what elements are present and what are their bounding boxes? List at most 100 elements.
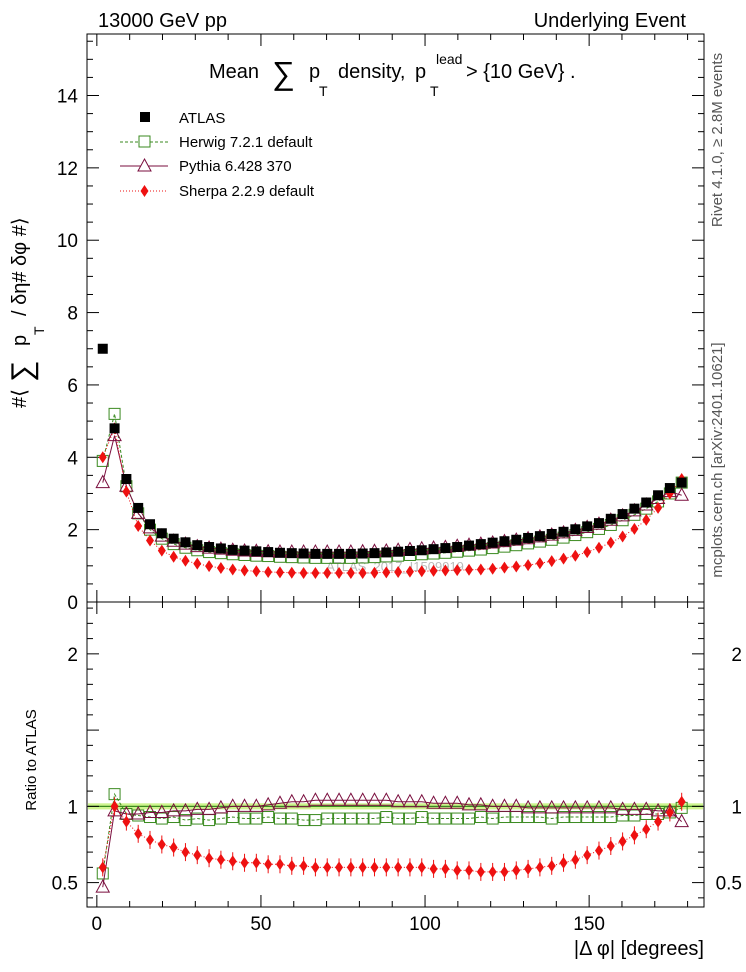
ylabel-open: #⟨ [9, 389, 31, 408]
ratio-point-sherpa-2-2-9-default-10 [216, 853, 225, 866]
legend-marker-atlas [140, 112, 150, 122]
ratio-point-sherpa-2-2-9-default-26 [405, 861, 414, 874]
main-point-sherpa-2-2-9-default-21 [346, 567, 355, 580]
ratio-point-sherpa-2-2-9-default-13 [252, 856, 261, 869]
ratio-point-herwig-7-2-1-default-19 [321, 812, 334, 825]
ratio-point-sherpa-2-2-9-default-24 [382, 861, 391, 874]
ratio-point-herwig-7-2-1-default-7 [179, 814, 192, 827]
main-point-atlas-30 [452, 542, 463, 553]
ratio-y-tick-label-right-2: 2 [731, 645, 742, 666]
main-point-atlas-13 [251, 546, 262, 557]
ratio-point-pythia-6-428-370-30 [449, 795, 465, 809]
ratio-point-sherpa-2-2-9-default-30 [453, 864, 462, 877]
main-point-sherpa-2-2-9-default-37 [535, 557, 544, 570]
ratio-point-sherpa-2-2-9-default-27 [417, 861, 426, 874]
ratio-point-sherpa-2-2-9-default-46 [642, 823, 651, 836]
ratio-point-herwig-7-2-1-default-5 [155, 812, 168, 825]
ratio-point-herwig-7-2-1-default-22 [356, 812, 369, 825]
ratio-point-herwig-7-2-1-default-16 [285, 812, 298, 825]
main-point-sherpa-2-2-9-default-29 [441, 564, 450, 577]
ratio-point-herwig-7-2-1-default-33 [486, 812, 499, 825]
main-point-sherpa-2-2-9-default-31 [465, 563, 474, 576]
ratio-point-pythia-6-428-370-38 [544, 799, 560, 814]
ylabel-T: T [31, 326, 47, 335]
main-y-label: #⟨ ∑ p T / δη# δφ #⟩ [6, 217, 47, 408]
title-mean: Mean [209, 61, 259, 83]
main-series-atlas [97, 343, 687, 559]
main-point-sherpa-2-2-9-default-3 [134, 520, 143, 533]
header-right: Underlying Event [534, 10, 687, 32]
ratio-y-label: Ratio to ATLAS [23, 709, 40, 810]
main-point-atlas-48 [664, 483, 675, 494]
ratio-point-pythia-6-428-370-7 [178, 802, 193, 817]
main-point-atlas-49 [676, 477, 687, 488]
legend-entry-herwig: Herwig 7.2.1 default [120, 134, 313, 151]
title-p: p [309, 61, 320, 83]
ratio-point-pythia-6-428-370-43 [603, 799, 619, 814]
main-point-sherpa-2-2-9-default-0 [98, 451, 107, 464]
ratio-point-sherpa-2-2-9-default-37 [535, 861, 544, 874]
ratio-point-herwig-7-2-1-default-18 [309, 814, 322, 827]
legend-marker-herwig [138, 135, 151, 148]
main-point-sherpa-2-2-9-default-2 [122, 485, 131, 498]
main-line-herwig-7-2-1-default [102, 413, 683, 559]
main-point-sherpa-2-2-9-default-42 [594, 541, 603, 554]
ratio-point-sherpa-2-2-9-default-38 [547, 859, 556, 872]
ratio-series-pythia-6-428-370 [95, 792, 690, 893]
main-point-sherpa-2-2-9-default-43 [606, 536, 615, 549]
ratio-point-pythia-6-428-370-32 [473, 796, 489, 811]
ratio-point-pythia-6-428-370-42 [591, 799, 607, 814]
main-point-sherpa-2-2-9-default-4 [146, 534, 155, 547]
ratio-point-sherpa-2-2-9-default-20 [335, 861, 344, 874]
main-point-atlas-43 [605, 513, 616, 524]
ratio-point-sherpa-2-2-9-default-12 [240, 856, 249, 869]
ratio-point-sherpa-2-2-9-default-5 [157, 838, 166, 851]
ratio-point-pythia-6-428-370-9 [201, 801, 217, 815]
main-y-tick-labels: 0 2 4 6 8 10 12 14 [57, 87, 79, 614]
legend-marker-sherpa [140, 185, 149, 197]
main-ticks [87, 34, 704, 603]
ratio-point-herwig-7-2-1-default-27 [415, 811, 428, 824]
main-point-sherpa-2-2-9-default-39 [559, 552, 568, 565]
main-point-atlas-31 [464, 540, 475, 551]
main-point-sherpa-2-2-9-default-25 [394, 565, 403, 578]
legend-entry-atlas: ATLAS [140, 110, 225, 127]
ratio-y-tick-label-left-1: 1 [67, 797, 78, 818]
ratio-series-sherpa-2-2-9-default [98, 792, 686, 881]
ratio-point-pythia-6-428-370-31 [461, 796, 477, 811]
ratio-point-pythia-6-428-370-6 [166, 802, 181, 817]
ratio-point-sherpa-2-2-9-default-41 [583, 849, 592, 862]
ratio-point-sherpa-2-2-9-default-16 [287, 859, 296, 872]
ratio-point-pythia-6-428-370-39 [556, 799, 571, 814]
main-point-atlas-3 [133, 502, 144, 513]
main-point-sherpa-2-2-9-default-38 [547, 555, 556, 568]
title-T: T [319, 83, 328, 99]
ratio-point-herwig-7-2-1-default-14 [262, 811, 275, 824]
ratio-point-pythia-6-428-370-36 [520, 799, 536, 814]
main-point-atlas-42 [593, 518, 604, 529]
ratio-y-tick-label-right-0.5: 0.5 [716, 874, 742, 895]
main-point-sherpa-2-2-9-default-19 [323, 567, 332, 580]
ratio-point-pythia-6-428-370-14 [260, 796, 276, 811]
main-point-pythia-6-428-370-49 [674, 487, 690, 501]
ratio-series [95, 788, 690, 893]
ratio-point-sherpa-2-2-9-default-48 [665, 806, 674, 819]
main-point-sherpa-2-2-9-default-33 [488, 562, 497, 575]
ratio-point-pythia-6-428-370-0 [95, 879, 111, 893]
legend-label-atlas: ATLAS [179, 110, 225, 127]
ratio-point-herwig-7-2-1-default-31 [463, 812, 476, 825]
ratio-point-herwig-7-2-1-default-12 [238, 812, 251, 825]
main-point-atlas-17 [298, 548, 309, 559]
main-point-atlas-20 [334, 548, 345, 559]
main-point-sherpa-2-2-9-default-10 [216, 561, 225, 574]
ratio-point-pythia-6-428-370-10 [213, 799, 229, 814]
main-point-atlas-11 [227, 544, 238, 555]
x-tick-label-150: 150 [573, 914, 605, 935]
ratio-point-sherpa-2-2-9-default-19 [323, 861, 332, 874]
ratio-point-pythia-6-428-370-22 [355, 792, 371, 806]
main-point-atlas-39 [558, 526, 569, 537]
ratio-point-sherpa-2-2-9-default-40 [571, 853, 580, 866]
ratio-point-pythia-6-428-370-34 [497, 798, 512, 812]
ratio-point-pythia-6-428-370-45 [627, 801, 642, 815]
